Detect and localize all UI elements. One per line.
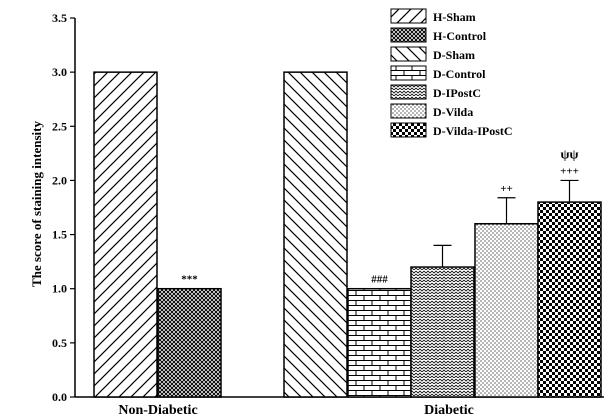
y-tick-label: 0.5	[52, 336, 67, 350]
y-tick-label: 1.0	[52, 282, 67, 296]
legend-label: D-Vilda-IPostC	[433, 124, 513, 138]
annotation-h-control: ***	[181, 274, 198, 286]
legend-label: D-IPostC	[433, 86, 481, 100]
legend-swatch	[390, 103, 427, 119]
legend-label: D-Sham	[433, 48, 475, 62]
group-label-non-diabetic: Non-Diabetic	[118, 403, 197, 418]
legend-swatch	[390, 65, 427, 81]
bar-d-vilda	[474, 222, 539, 398]
legend-swatch	[390, 84, 427, 100]
annotation-psi: ψψ	[561, 146, 579, 161]
y-tick-label: 1.5	[52, 228, 67, 242]
y-tick-label: 3.0	[52, 65, 67, 79]
legend-label: D-Control	[433, 67, 486, 81]
legend-label: H-Control	[433, 29, 487, 43]
y-tick-label: 2.5	[52, 119, 67, 133]
annotation-d-vilda: ++	[500, 183, 513, 195]
legend-swatch	[390, 122, 427, 138]
bar-h-control	[157, 287, 222, 398]
bar-d-vilda-ipostc	[537, 201, 602, 398]
bar-h-sham	[93, 71, 158, 398]
group-label-diabetic: Diabetic	[424, 403, 474, 418]
legend-swatch	[390, 27, 427, 43]
legend: H-Sham H-Control D-Sham D-Control D-IPostC D-…	[390, 8, 513, 138]
y-axis-label: The score of staining intensity	[29, 121, 44, 287]
legend-label: D-Vilda	[433, 105, 473, 119]
legend-swatch	[390, 8, 427, 24]
bar-d-control	[347, 287, 412, 398]
y-tick-label: 3.5	[52, 11, 67, 25]
y-tick-label: 0.0	[52, 390, 67, 404]
annotation-d-vilda-ipostc: +++	[560, 165, 579, 177]
y-tick-label: 2.0	[52, 173, 67, 187]
bars: *** ###+++++ψψ	[93, 71, 602, 398]
legend-label: H-Sham	[433, 10, 476, 24]
annotation-d-control: ###	[371, 274, 388, 286]
bar-d-sham	[283, 71, 348, 398]
bar-d-ipostc	[410, 266, 475, 398]
legend-swatch	[390, 46, 427, 62]
